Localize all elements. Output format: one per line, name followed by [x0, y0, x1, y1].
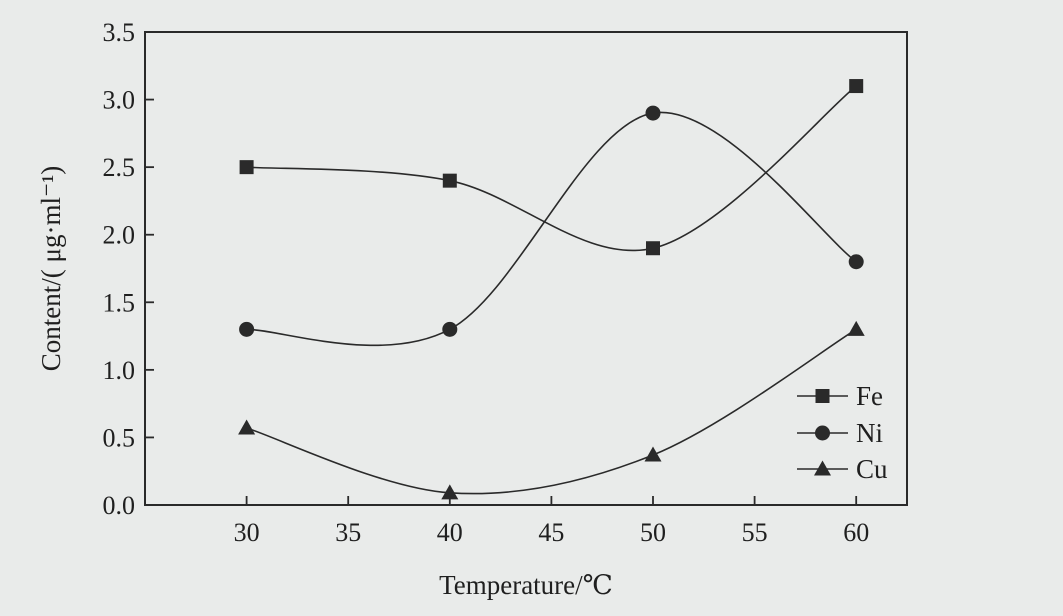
- data-point-ni: [848, 254, 864, 270]
- data-point-fe: [849, 79, 864, 94]
- data-point-ni: [645, 105, 661, 121]
- legend-item-cu: Cu: [797, 454, 888, 484]
- x-tick-label: 35: [335, 518, 361, 547]
- y-tick-label: 2.0: [103, 221, 136, 250]
- legend-marker-ni: [815, 425, 830, 441]
- x-tick-label: 50: [640, 518, 666, 547]
- data-point-fe: [646, 241, 660, 256]
- series-line-cu: [246, 328, 857, 495]
- y-tick-label: 3.0: [103, 86, 136, 115]
- x-tick-label: 60: [843, 518, 869, 547]
- series-line-fe: [246, 85, 857, 252]
- legend-marker-fe: [815, 389, 830, 403]
- series-layer: [238, 79, 865, 500]
- y-tick-label: 2.5: [103, 153, 136, 182]
- axes: 30 35 40 45 50 55 60 0.0 0.5 1.0 1.5 2.0 2.5 3.0 3.5: [103, 18, 908, 547]
- legend: Fe Ni Cu: [797, 381, 888, 484]
- x-tick-label: 55: [742, 518, 768, 547]
- legend-marker-cu: [814, 460, 831, 476]
- data-point-cu: [847, 320, 865, 336]
- x-axis-title: Temperature/℃: [439, 570, 613, 600]
- data-point-fe: [442, 173, 457, 188]
- data-point-cu: [238, 419, 256, 435]
- y-tick-label: 0.5: [103, 423, 136, 452]
- y-tick-label: 3.5: [103, 18, 136, 47]
- x-tick-label: 30: [234, 518, 260, 547]
- series-fe: [239, 79, 864, 256]
- legend-label-ni: Ni: [856, 418, 883, 448]
- data-point-cu: [441, 484, 459, 500]
- data-point-fe: [239, 160, 254, 175]
- x-tick-label: 45: [538, 518, 564, 547]
- y-axis-title: Content/( μg·ml⁻¹): [36, 166, 66, 372]
- series-ni: [239, 105, 864, 347]
- series-line-ni: [246, 111, 857, 347]
- plot-frame: [144, 31, 908, 506]
- legend-item-fe: Fe: [797, 381, 883, 411]
- data-point-ni: [239, 321, 255, 337]
- y-tick-label: 1.0: [103, 356, 136, 385]
- data-point-cu: [644, 446, 662, 462]
- legend-label-cu: Cu: [856, 454, 888, 484]
- data-point-ni: [442, 321, 458, 337]
- series-cu: [238, 320, 865, 500]
- legend-label-fe: Fe: [856, 381, 883, 411]
- y-tick-label: 1.5: [103, 288, 136, 317]
- y-tick-label: 0.0: [103, 491, 136, 520]
- legend-item-ni: Ni: [797, 418, 883, 448]
- x-tick-label: 40: [437, 518, 463, 547]
